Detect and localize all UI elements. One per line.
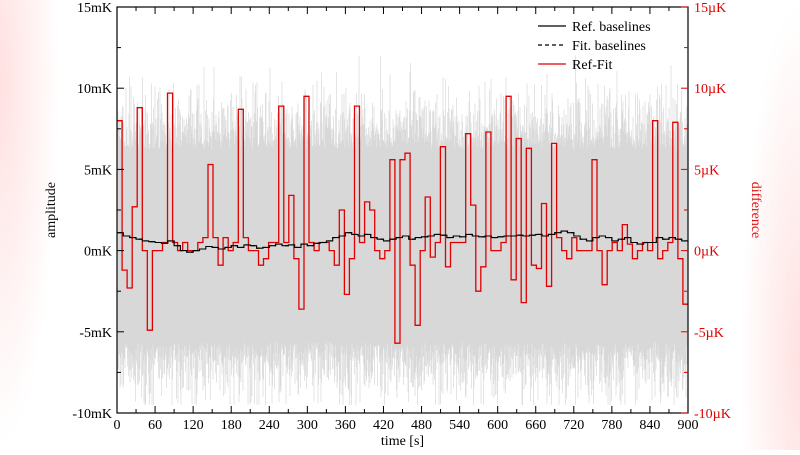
x-tick-label: 60 (148, 418, 162, 433)
y-left-tick-label: 10mK (77, 82, 112, 97)
x-tick-label: 420 (373, 418, 394, 433)
y-left-tick-label: -5mK (79, 326, 112, 341)
x-axis-label: time [s] (381, 434, 424, 449)
y-left-tick-label: 0mK (84, 245, 112, 260)
x-tick-label: 780 (601, 418, 622, 433)
y-right-axis-label: difference (748, 182, 763, 238)
legend-label: Ref. baselines (572, 20, 651, 35)
legend-label: Fit. baselines (572, 39, 646, 54)
y-right-tick-label: 10µK (694, 82, 726, 97)
x-axis-ticks: 0 60 120 180 240 300 360 420 480 540 600 660 720 780 8… (114, 7, 699, 433)
x-tick-label: 840 (639, 418, 660, 433)
x-tick-label: 180 (221, 418, 242, 433)
legend: Ref. baselines Fit. baselines Ref-Fit (538, 20, 651, 73)
y-right-tick-label: -10µK (694, 407, 731, 422)
y-left-axis-label: amplitude (44, 182, 59, 238)
y-left-tick-label: 15mK (77, 1, 112, 16)
y-right-axis-ticks: -10µK -5µK 0µK 5µK 10µK 15µK (681, 1, 731, 422)
x-tick-label: 240 (259, 418, 280, 433)
y-left-axis-ticks: -10mK -5mK 0mK 5mK 10mK 15mK (72, 1, 124, 422)
ref-fit-line (117, 92, 688, 344)
y-left-tick-label: -10mK (72, 407, 112, 422)
x-tick-label: 600 (487, 418, 508, 433)
x-tick-label: 660 (525, 418, 546, 433)
fit-baselines-line (117, 230, 688, 253)
noise-trace (117, 55, 688, 405)
x-tick-label: 480 (411, 418, 432, 433)
y-right-tick-label: -5µK (694, 326, 724, 341)
y-left-tick-label: 5mK (84, 163, 112, 178)
x-tick-label: 300 (297, 418, 318, 433)
y-right-tick-label: 15µK (694, 1, 726, 16)
y-right-tick-label: 5µK (694, 163, 719, 178)
x-tick-label: 720 (563, 418, 584, 433)
noise-band (117, 55, 688, 405)
legend-label: Ref-Fit (572, 58, 613, 73)
x-tick-label: 0 (114, 418, 121, 433)
x-tick-label: 900 (678, 418, 699, 433)
x-tick-label: 360 (335, 418, 356, 433)
y-right-tick-label: 0µK (694, 245, 719, 260)
baseline-series (117, 230, 688, 253)
x-tick-label: 120 (183, 418, 204, 433)
ref-fit-series (117, 92, 688, 344)
x-tick-label: 540 (449, 418, 470, 433)
